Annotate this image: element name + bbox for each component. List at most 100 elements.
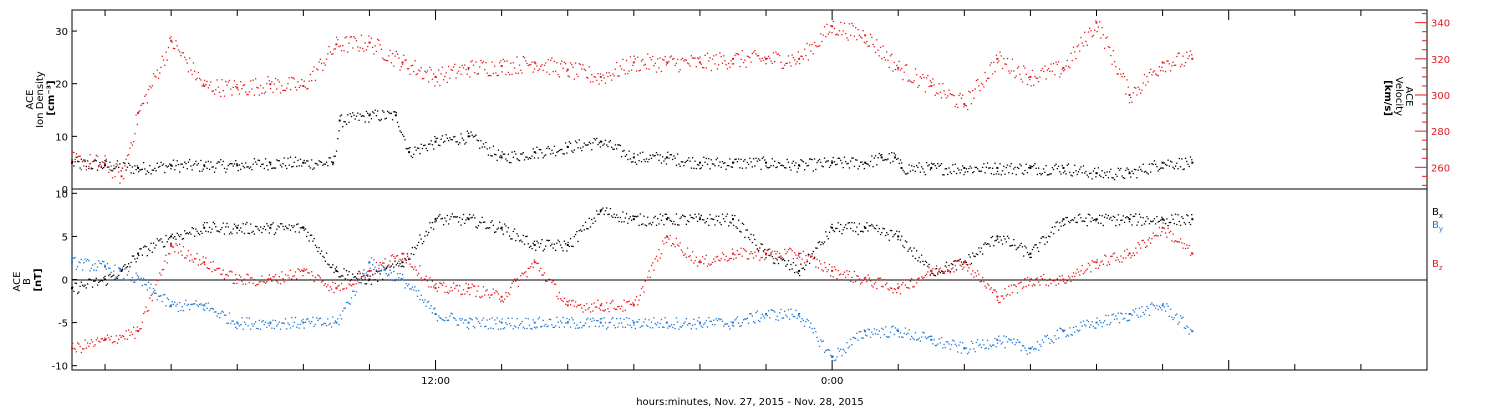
data-point xyxy=(482,143,485,145)
data-point xyxy=(649,154,651,156)
data-point xyxy=(115,166,117,168)
data-point xyxy=(93,269,95,271)
data-point xyxy=(1025,285,1027,288)
data-point xyxy=(253,323,256,325)
data-point xyxy=(296,326,298,328)
data-point xyxy=(211,307,213,310)
data-point xyxy=(225,171,227,173)
data-point xyxy=(333,291,335,294)
data-point xyxy=(217,161,219,163)
data-point xyxy=(91,167,94,170)
data-point xyxy=(955,172,958,175)
data-point xyxy=(1188,221,1190,224)
data-point xyxy=(381,278,384,280)
data-point xyxy=(1120,73,1122,75)
data-point xyxy=(625,301,628,303)
data-point xyxy=(94,159,96,162)
data-point xyxy=(86,342,89,344)
data-point xyxy=(1125,217,1127,219)
data-point xyxy=(350,278,353,281)
data-point xyxy=(568,141,570,143)
data-point xyxy=(658,67,660,69)
data-point xyxy=(827,349,829,351)
data-point xyxy=(1026,83,1029,86)
data-point xyxy=(557,239,559,241)
data-point xyxy=(332,163,334,166)
data-point xyxy=(1079,274,1081,276)
data-point xyxy=(536,146,538,148)
data-point xyxy=(601,141,603,143)
data-point xyxy=(408,147,410,150)
data-point xyxy=(766,249,768,251)
data-point xyxy=(911,165,913,167)
data-point xyxy=(1075,272,1077,275)
data-point xyxy=(985,243,988,246)
data-point xyxy=(114,167,116,169)
data-point xyxy=(1045,284,1047,286)
data-point xyxy=(914,332,917,334)
data-point xyxy=(634,161,636,163)
legend-by: By xyxy=(1432,220,1443,233)
data-point xyxy=(156,162,158,164)
data-point xyxy=(930,272,933,274)
data-point xyxy=(1152,71,1154,73)
data-point xyxy=(721,62,724,64)
data-point xyxy=(757,251,760,253)
data-point xyxy=(848,167,851,169)
data-point xyxy=(200,263,202,266)
data-point xyxy=(95,154,97,157)
data-point xyxy=(106,262,109,265)
data-point xyxy=(345,301,348,304)
data-point xyxy=(141,284,144,287)
data-point xyxy=(705,254,707,257)
data-point xyxy=(170,244,173,247)
data-point xyxy=(1090,271,1092,273)
data-point xyxy=(358,282,360,284)
data-point xyxy=(749,56,751,59)
data-point xyxy=(179,235,181,238)
data-point xyxy=(672,242,674,245)
data-point xyxy=(892,235,894,238)
data-point xyxy=(1089,264,1091,266)
data-point xyxy=(645,158,648,160)
data-point xyxy=(1076,329,1078,331)
data-point xyxy=(1128,218,1131,221)
data-point xyxy=(125,267,127,269)
data-point xyxy=(562,316,564,319)
data-point xyxy=(541,325,543,328)
data-point xyxy=(747,258,750,260)
data-point xyxy=(469,293,471,296)
data-point xyxy=(680,249,683,251)
data-point xyxy=(1188,165,1190,168)
data-point xyxy=(589,142,592,145)
data-point xyxy=(1141,240,1143,242)
data-point xyxy=(991,344,994,346)
data-point xyxy=(637,56,639,58)
data-point xyxy=(754,49,756,52)
data-point xyxy=(613,213,615,215)
data-point xyxy=(1044,243,1046,245)
data-point xyxy=(104,159,106,162)
data-point xyxy=(859,283,862,285)
data-point xyxy=(277,282,279,284)
data-point xyxy=(665,241,668,244)
data-point xyxy=(629,216,631,218)
data-point xyxy=(619,144,622,147)
data-point xyxy=(867,328,869,330)
data-point xyxy=(271,167,273,170)
data-point xyxy=(1064,223,1066,225)
data-point xyxy=(1147,218,1149,220)
data-point xyxy=(332,53,334,55)
data-point xyxy=(833,161,836,163)
data-point xyxy=(611,301,613,303)
data-point xyxy=(333,48,335,50)
data-point xyxy=(749,313,751,315)
data-point xyxy=(498,156,501,158)
field-axis-title-line-3: [nT] xyxy=(33,268,44,291)
data-point xyxy=(93,345,95,347)
data-point xyxy=(191,259,193,261)
data-point xyxy=(1141,170,1143,172)
data-point xyxy=(633,153,635,155)
data-point xyxy=(98,166,100,168)
data-point xyxy=(187,250,190,252)
